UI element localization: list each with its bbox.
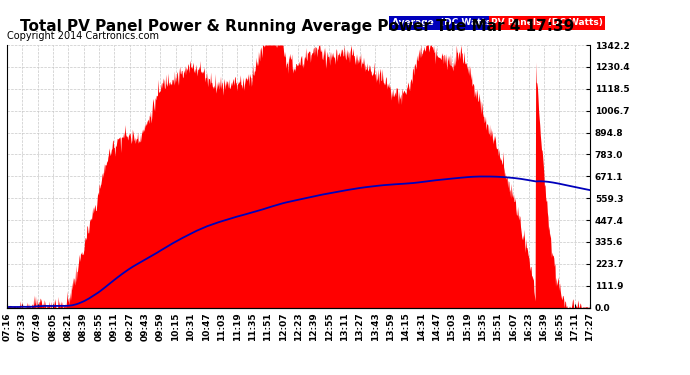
Text: Average  (DC Watts): Average (DC Watts) bbox=[392, 18, 495, 27]
Text: Total PV Panel Power & Running Average Power Tue Mar 4 17:39: Total PV Panel Power & Running Average P… bbox=[19, 19, 574, 34]
Text: PV Panels  (DC Watts): PV Panels (DC Watts) bbox=[491, 18, 602, 27]
Text: Copyright 2014 Cartronics.com: Copyright 2014 Cartronics.com bbox=[7, 32, 159, 41]
